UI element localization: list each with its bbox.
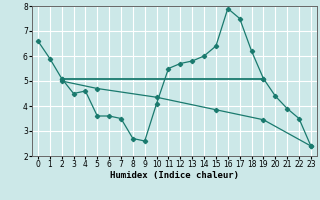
X-axis label: Humidex (Indice chaleur): Humidex (Indice chaleur) [110,171,239,180]
